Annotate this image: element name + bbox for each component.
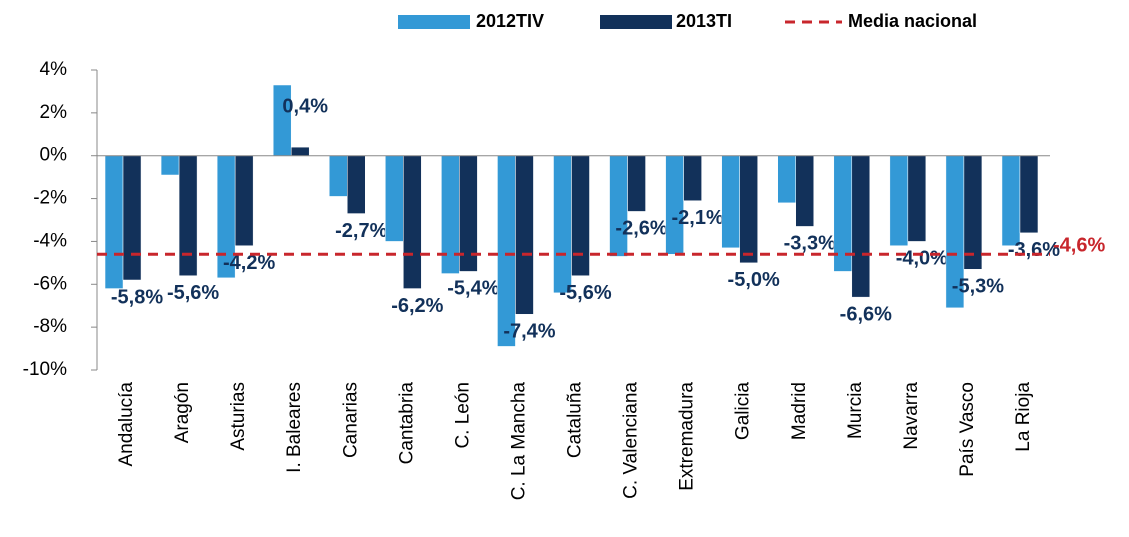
data-label: -5,8% — [111, 286, 163, 308]
x-tick-label: País Vasco — [957, 382, 978, 477]
x-tick-label: Extremadura — [677, 382, 698, 491]
bar — [403, 155, 422, 289]
legend-swatch — [398, 15, 470, 29]
bar — [441, 155, 460, 274]
x-tick-label: Navarra — [901, 382, 922, 450]
x-tick-label: C. Valenciana — [621, 382, 642, 499]
data-label: -5,4% — [447, 278, 499, 300]
y-tick-label: -6% — [33, 273, 67, 294]
legend-label: 2013TI — [676, 11, 732, 31]
data-label: -5,0% — [728, 269, 780, 291]
bar — [497, 155, 516, 347]
y-tick-label: -4% — [33, 230, 67, 251]
x-tick-label: La Rioja — [1013, 382, 1034, 452]
data-label: 0,4% — [282, 95, 328, 117]
bar — [851, 155, 871, 298]
x-tick-label: Madrid — [789, 382, 810, 440]
y-tick-label: 4% — [40, 59, 68, 80]
bar — [290, 146, 310, 156]
bar — [178, 155, 198, 276]
bar — [329, 155, 348, 197]
bar — [104, 155, 124, 289]
reference-label: -4,6% — [1053, 235, 1105, 257]
x-tick-label: Asturias — [228, 382, 249, 451]
data-label: -2,1% — [671, 207, 723, 229]
data-label: -4,0% — [896, 248, 948, 270]
x-tick-label: C. La Mancha — [508, 382, 529, 501]
bar — [665, 155, 684, 255]
bar — [627, 155, 646, 212]
data-label: -7,4% — [503, 321, 555, 343]
bar — [1019, 155, 1039, 234]
bar — [609, 155, 628, 257]
bar — [963, 155, 983, 270]
bar — [160, 155, 180, 176]
data-label: -5,6% — [167, 282, 219, 304]
y-tick-label: -8% — [33, 316, 67, 337]
data-label: -3,3% — [784, 233, 836, 255]
x-tick-label: Cataluña — [565, 382, 586, 458]
bar — [122, 155, 142, 281]
x-tick-label: Galicia — [733, 382, 754, 441]
data-label: -4,2% — [223, 252, 275, 274]
x-tick-label: Cantabria — [396, 382, 417, 465]
bar — [889, 155, 909, 246]
bar — [907, 155, 927, 242]
y-tick-label: -2% — [33, 188, 67, 209]
data-label: -6,6% — [840, 303, 892, 325]
bar — [795, 155, 814, 227]
data-label: -6,2% — [391, 295, 443, 317]
bar — [721, 155, 740, 249]
y-tick-label: -10% — [23, 359, 67, 380]
bar — [739, 155, 758, 264]
data-label: -2,7% — [335, 220, 387, 242]
bar — [777, 155, 796, 204]
bar — [234, 155, 254, 246]
legend-swatch — [600, 15, 672, 29]
legend-label: Media nacional — [848, 11, 977, 31]
bar — [515, 155, 534, 315]
bar — [571, 155, 590, 276]
bar — [347, 155, 366, 214]
x-tick-label: Andalucía — [116, 382, 137, 467]
x-tick-label: Canarias — [340, 382, 361, 458]
data-label: -5,6% — [559, 282, 611, 304]
bar — [553, 155, 572, 294]
bar — [1001, 155, 1021, 246]
legend-label: 2012TIV — [476, 11, 544, 31]
x-tick-label: Murcia — [845, 382, 866, 439]
data-label: -5,3% — [952, 276, 1004, 298]
y-tick-label: 2% — [40, 102, 68, 123]
x-tick-label: I. Baleares — [284, 382, 305, 473]
x-tick-label: Aragón — [172, 382, 193, 443]
bar — [683, 155, 702, 201]
x-tick-label: C. León — [452, 382, 473, 449]
bar — [385, 155, 404, 242]
y-tick-label: 0% — [40, 145, 68, 166]
data-label: -2,6% — [615, 218, 667, 240]
